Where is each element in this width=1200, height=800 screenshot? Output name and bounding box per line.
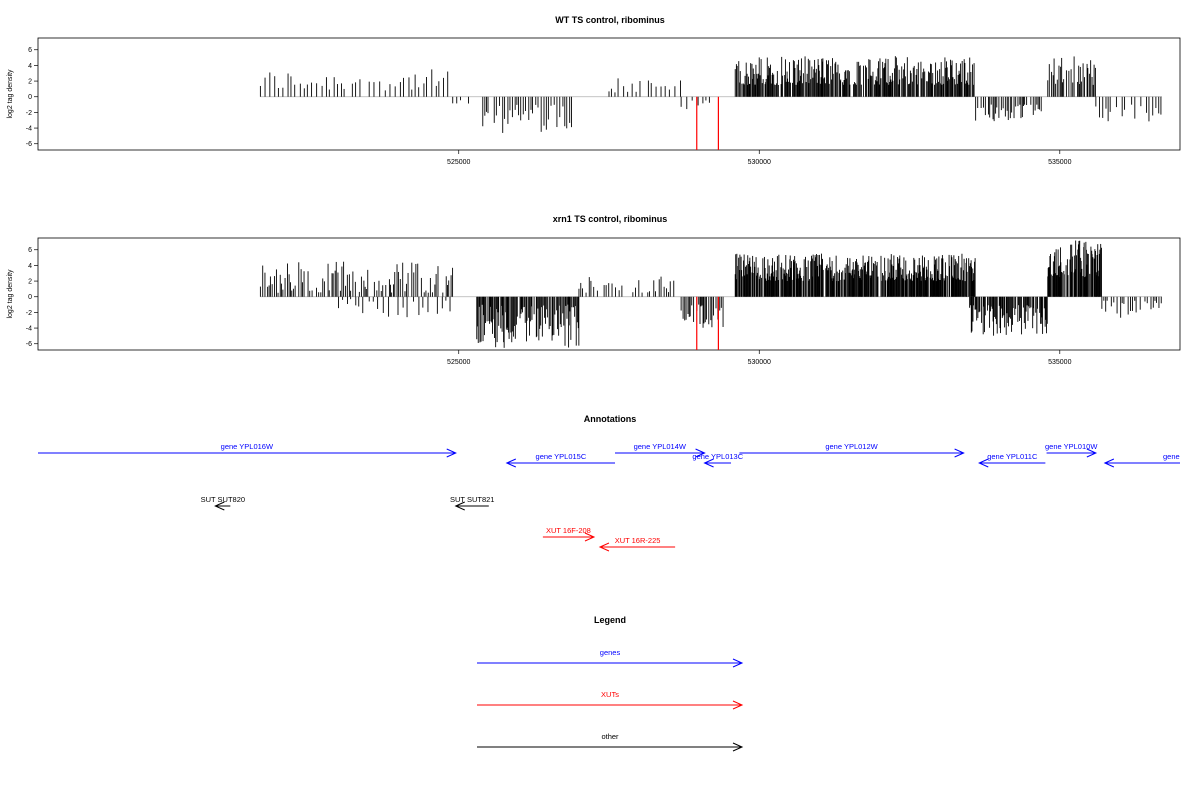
annotation-label: XUT 16F-208 bbox=[546, 526, 591, 535]
track-wt-ylabel: log2 tag density bbox=[7, 69, 14, 119]
arrow-head bbox=[214, 501, 225, 511]
annotation-label: gene YPL014W bbox=[634, 442, 687, 451]
x-tick-label: 525000 bbox=[447, 359, 470, 366]
arrow-head bbox=[695, 448, 706, 458]
annotation-arrow bbox=[505, 458, 616, 468]
annotation-arrow bbox=[214, 501, 231, 511]
arrow-head bbox=[732, 700, 744, 710]
annotation-arrow bbox=[615, 448, 706, 458]
annotation-label: gene YPL011C bbox=[987, 452, 1038, 461]
annotation-features: gene YPL016W gene YPL015C gene YPL014W gene… bbox=[38, 442, 1180, 552]
annotation-label: SUT SUT821 bbox=[450, 495, 494, 504]
track-wt: WT TS control, ribominus log2 tag densit… bbox=[7, 15, 1181, 166]
arrow-head bbox=[703, 458, 714, 468]
annotation-label: gene YPL010W bbox=[1045, 442, 1098, 451]
annotation-arrow bbox=[454, 501, 489, 511]
track-xrn1-y-axis: -6 -4 -2 0 2 4 6 bbox=[26, 247, 38, 348]
track-xrn1-title: xrn1 TS control, ribominus bbox=[553, 214, 668, 224]
annotation-arrow bbox=[1046, 448, 1098, 458]
arrow-head bbox=[954, 448, 965, 458]
legend-label: XUTs bbox=[601, 690, 619, 699]
annotations-title: Annotations bbox=[584, 414, 637, 424]
arrow-head bbox=[732, 742, 744, 752]
y-tick-label: 4 bbox=[28, 63, 32, 70]
legend: genes XUTs other bbox=[477, 648, 744, 752]
y-tick-label: 6 bbox=[28, 47, 32, 54]
arrow-head bbox=[598, 542, 610, 552]
legend-title: Legend bbox=[594, 615, 626, 625]
track-xrn1-x-axis: 525000 530000 535000 bbox=[447, 350, 1072, 366]
y-tick-label: 4 bbox=[28, 263, 32, 270]
annotation-label: gene YPL015C bbox=[536, 452, 587, 461]
y-tick-label: 0 bbox=[28, 94, 32, 101]
annotation-label: gene YPL016W bbox=[221, 442, 274, 451]
track-xrn1-bars bbox=[259, 240, 1162, 348]
legend-arrow-gene bbox=[477, 658, 744, 668]
arrow-head bbox=[1086, 448, 1098, 458]
track-xrn1-frame bbox=[37, 237, 1181, 351]
x-tick-label: 530000 bbox=[748, 359, 771, 366]
arrow-head bbox=[505, 458, 517, 468]
track-wt-x-axis: 525000 530000 535000 bbox=[447, 150, 1072, 166]
x-tick-label: 530000 bbox=[748, 159, 771, 166]
y-tick-label: -4 bbox=[26, 326, 32, 333]
y-tick-label: -2 bbox=[26, 110, 32, 117]
annotation-arrow bbox=[703, 458, 732, 468]
arrow-head bbox=[454, 501, 465, 511]
track-wt-frame bbox=[37, 37, 1181, 151]
annotation-arrow bbox=[542, 532, 596, 542]
annotation-arrow bbox=[1103, 458, 1180, 468]
annotation-label: gene YPL012W bbox=[825, 442, 878, 451]
legend-arrow-other bbox=[477, 742, 744, 752]
y-tick-label: -6 bbox=[26, 141, 32, 148]
y-tick-label: -4 bbox=[26, 126, 32, 133]
legend-label: genes bbox=[600, 648, 621, 657]
track-wt-title: WT TS control, ribominus bbox=[555, 15, 665, 25]
track-xrn1-highlights bbox=[696, 296, 719, 350]
y-tick-label: 6 bbox=[28, 247, 32, 254]
y-tick-label: 2 bbox=[28, 79, 32, 86]
arrow-head bbox=[584, 532, 596, 542]
arrow-head bbox=[978, 458, 989, 468]
track-wt-bars bbox=[259, 56, 1162, 133]
track-xrn1: xrn1 TS control, ribominus log2 tag dens… bbox=[7, 214, 1181, 366]
annotation-label: gene YPL013C bbox=[692, 452, 743, 461]
arrow-head bbox=[446, 448, 457, 458]
y-tick-label: 2 bbox=[28, 279, 32, 286]
annotation-label: gene bbox=[1163, 452, 1180, 461]
annotation-arrow bbox=[598, 542, 676, 552]
track-wt-highlights bbox=[696, 96, 719, 150]
arrow-head bbox=[732, 658, 744, 668]
y-tick-label: -6 bbox=[26, 341, 32, 348]
y-tick-label: -2 bbox=[26, 310, 32, 317]
track-wt-y-axis: -6 -4 -2 0 2 4 6 bbox=[26, 47, 38, 148]
annotation-label: XUT 16R-225 bbox=[615, 536, 661, 545]
annotation-arrow bbox=[978, 458, 1046, 468]
legend-arrow-xut bbox=[477, 700, 744, 710]
y-tick-label: 0 bbox=[28, 294, 32, 301]
x-tick-label: 525000 bbox=[447, 159, 470, 166]
annotation-arrow bbox=[38, 448, 457, 458]
annotation-label: SUT SUT820 bbox=[201, 495, 245, 504]
annotation-arrow bbox=[739, 448, 965, 458]
x-tick-label: 535000 bbox=[1048, 159, 1071, 166]
arrow-head bbox=[1103, 458, 1115, 468]
x-tick-label: 535000 bbox=[1048, 359, 1071, 366]
track-xrn1-ylabel: log2 tag density bbox=[7, 269, 14, 319]
legend-label: other bbox=[601, 732, 619, 741]
